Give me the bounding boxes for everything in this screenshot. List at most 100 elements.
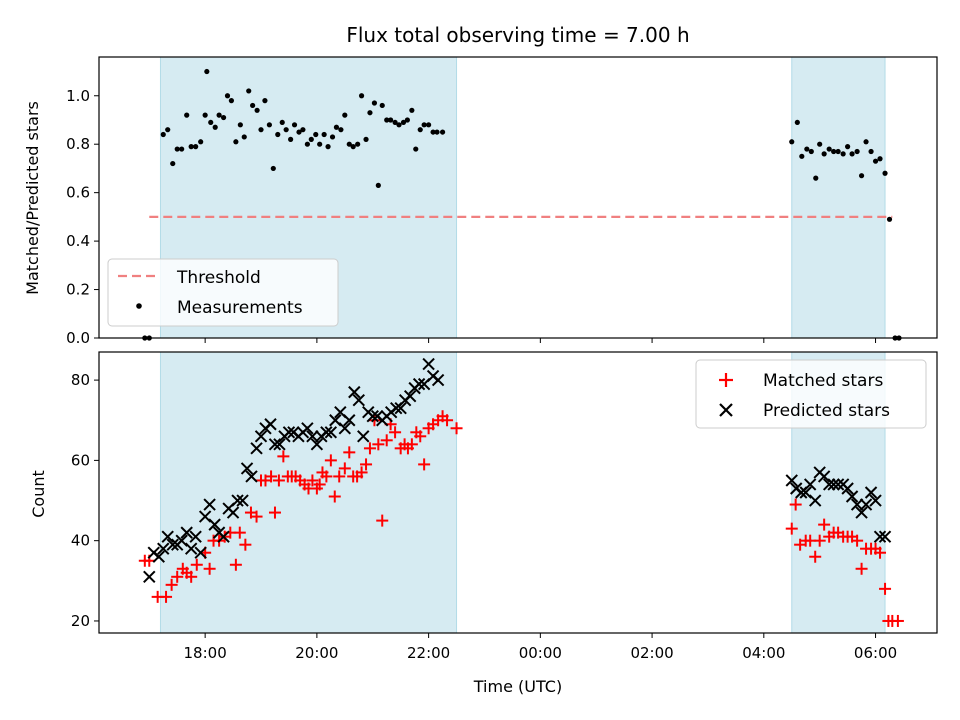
measurement-point: [270, 165, 276, 172]
predicted-star-point: [203, 498, 216, 511]
measurement-point: [291, 122, 298, 128]
measurement-point: [396, 122, 402, 128]
measurement-point: [358, 93, 365, 99]
y-tick-label: 0.8: [66, 135, 90, 153]
matched-star-point: [450, 422, 463, 435]
measurement-point: [409, 107, 415, 113]
measurement-point: [835, 148, 841, 155]
measurement-point: [275, 131, 281, 138]
predicted-star-point: [822, 478, 836, 491]
legend-matched-swatch: [719, 373, 733, 387]
measurement-point: [220, 114, 227, 121]
measurement-point: [886, 216, 893, 222]
matched-star-point: [891, 614, 904, 627]
predicted-star-point: [301, 422, 314, 435]
measurement-point: [254, 107, 260, 113]
matched-star-point: [405, 438, 418, 451]
predicted-star-point: [240, 462, 254, 475]
x-tick-label: 06:00: [854, 644, 897, 662]
measurement-point: [840, 151, 846, 157]
predicted-star-point: [817, 470, 831, 483]
matched-star-point: [277, 450, 290, 463]
legend-measurement-label: Measurements: [177, 298, 303, 318]
matched-star-point: [363, 442, 376, 455]
predicted-star-point: [855, 506, 868, 519]
predicted-star-point: [412, 377, 426, 391]
measurement-point: [224, 93, 231, 99]
matched-star-point: [265, 470, 278, 483]
observing-window-1: [791, 56, 886, 339]
matched-star-point: [414, 430, 427, 443]
x-tick-label: 18:00: [184, 644, 227, 662]
top-legend: Threshold Measurements: [107, 258, 339, 327]
x-tick-label: 04:00: [742, 644, 785, 662]
matched-star-point: [372, 438, 385, 451]
predicted-star-point: [152, 550, 165, 563]
measurement-point: [872, 158, 879, 164]
measurement-point: [350, 144, 356, 150]
measurement-point: [849, 151, 855, 157]
predicted-star-point: [250, 442, 263, 455]
measurement-point: [308, 136, 314, 142]
measurement-point: [854, 148, 860, 155]
matched-star-point: [789, 498, 802, 511]
measurement-point: [404, 117, 410, 123]
predicted-star-point: [873, 530, 887, 543]
bottom-axes-frame: [98, 351, 938, 634]
measurement-point: [250, 102, 256, 109]
predicted-star-point: [850, 498, 864, 511]
matched-star-point: [306, 474, 319, 487]
predicted-star-point: [264, 418, 277, 431]
predicted-star-point: [831, 478, 845, 491]
measurement-point: [831, 148, 837, 155]
measurement-point: [388, 117, 394, 123]
y-tick-label: 0.0: [66, 329, 90, 347]
matched-star-point: [376, 514, 389, 527]
predicted-star-point: [236, 494, 249, 507]
measurement-point: [228, 98, 235, 104]
matched-star-point: [879, 582, 892, 595]
measurement-point: [371, 100, 378, 106]
predicted-star-point: [431, 373, 445, 387]
bottom-y-axis-label: Count: [29, 470, 48, 518]
measurement-point: [338, 127, 344, 133]
x-tick-label: 20:00: [295, 644, 338, 662]
predicted-star-point: [268, 438, 282, 451]
predicted-star-point: [809, 494, 822, 507]
measurement-point: [367, 110, 373, 116]
predicted-star-point: [217, 530, 230, 543]
measurement-point: [179, 146, 185, 152]
measurement-point: [375, 182, 381, 188]
y-tick-label: 60: [71, 451, 90, 469]
predicted-star-point: [799, 486, 812, 499]
y-tick-label: 0.4: [66, 232, 90, 250]
predicted-star-point: [394, 401, 407, 415]
predicted-star-point: [329, 414, 342, 427]
predicted-star-point: [194, 546, 207, 559]
top-x-ticks: [204, 338, 877, 343]
matched-star-point: [272, 474, 285, 487]
predicted-star-point: [161, 530, 174, 543]
predicted-star-point: [157, 542, 170, 555]
bottom-legend: Matched stars Predicted stars: [695, 359, 927, 429]
predicted-star-point: [320, 426, 333, 439]
top-legend-box: [107, 258, 339, 327]
top-y-ticks: 0.0 0.2 0.4 0.6 0.8 1.0: [66, 87, 99, 347]
y-tick-label: 1.0: [66, 87, 90, 105]
measurement-point: [817, 141, 823, 147]
measurement-point: [184, 112, 190, 118]
predicted-star-point: [208, 518, 221, 531]
bottom-y-ticks: 20 40 60 80: [71, 371, 99, 630]
matched-star-point: [813, 534, 826, 547]
measurement-point: [413, 146, 419, 152]
measurement-point: [821, 151, 827, 157]
measurement-point: [246, 88, 252, 94]
measurement-point: [363, 136, 369, 142]
predicted-star-point: [189, 530, 202, 543]
matched-star-points: [138, 410, 904, 627]
predicted-star-point: [175, 534, 188, 547]
predicted-star-point: [845, 490, 859, 503]
ratio-panel: 0.0 0.2 0.4 0.6 0.8 1.0 Matched/Predicted sta…: [23, 56, 938, 347]
measurement-point: [300, 127, 306, 133]
measurement-point: [333, 124, 340, 130]
